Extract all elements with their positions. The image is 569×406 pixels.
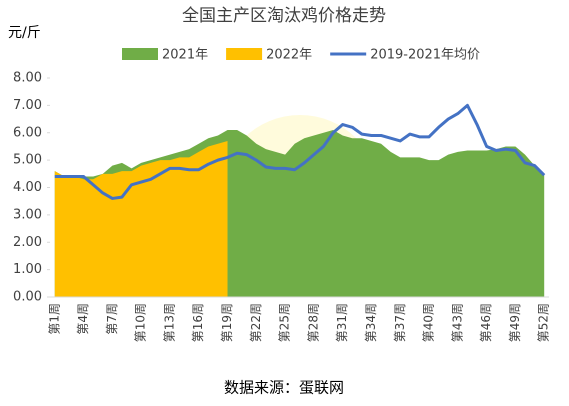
y-tick-label: 5.00 [13,153,42,168]
x-tick-label: 第13周 [162,303,176,342]
x-tick-label: 第46周 [479,303,493,342]
legend-label: 2019-2021年均价 [370,48,480,63]
legend-swatch [122,48,158,60]
x-tick-label: 第25周 [278,303,292,342]
y-tick-label: 1.00 [13,262,42,277]
y-tick-label: 2.00 [13,235,42,250]
area [54,140,228,297]
x-tick-label: 第49周 [508,303,522,342]
y-tick-label: 4.00 [13,180,42,195]
x-tick-label: 第22周 [249,303,263,342]
x-tick-label: 第7周 [105,303,119,335]
x-tick-label: 第10周 [134,303,148,342]
legend-swatch [226,48,263,60]
x-tick-label: 第19周 [220,303,234,342]
source: 数据来源：蛋联网 [224,379,344,397]
x-tick-label: 第40周 [422,303,436,342]
x-tick-label: 第16周 [191,303,205,342]
y-unit: 元/斤 [8,25,41,41]
x-tick-label: 第28周 [306,303,320,342]
y-tick-label: 6.00 [13,125,42,140]
x-tick-label: 第31周 [335,303,349,342]
x-tick-label: 第4周 [76,303,90,335]
legend-item: 2019-2021年均价 [330,48,480,63]
x-tick-label: 第52周 [537,303,551,342]
x-tick-label: 第34周 [364,303,378,342]
legend-item: 2022年 [226,48,312,63]
line [54,103,546,200]
y-tick-label: 7.00 [13,98,42,113]
y-tick-label: 0.00 [13,290,42,305]
legend-label: 2022年 [266,48,312,63]
y-tick-label: 3.00 [13,207,42,222]
legend-label: 2021年 [162,48,208,63]
x-tick-label: 第37周 [393,303,407,342]
legend-item: 2021年 [122,48,208,63]
x-tick-label: 第43周 [450,303,464,342]
x-tick-label: 第1周 [47,303,61,335]
chart-title: 全国主产区淘汰鸡价格走势 [182,6,386,26]
y-tick-label: 8.00 [13,71,42,86]
